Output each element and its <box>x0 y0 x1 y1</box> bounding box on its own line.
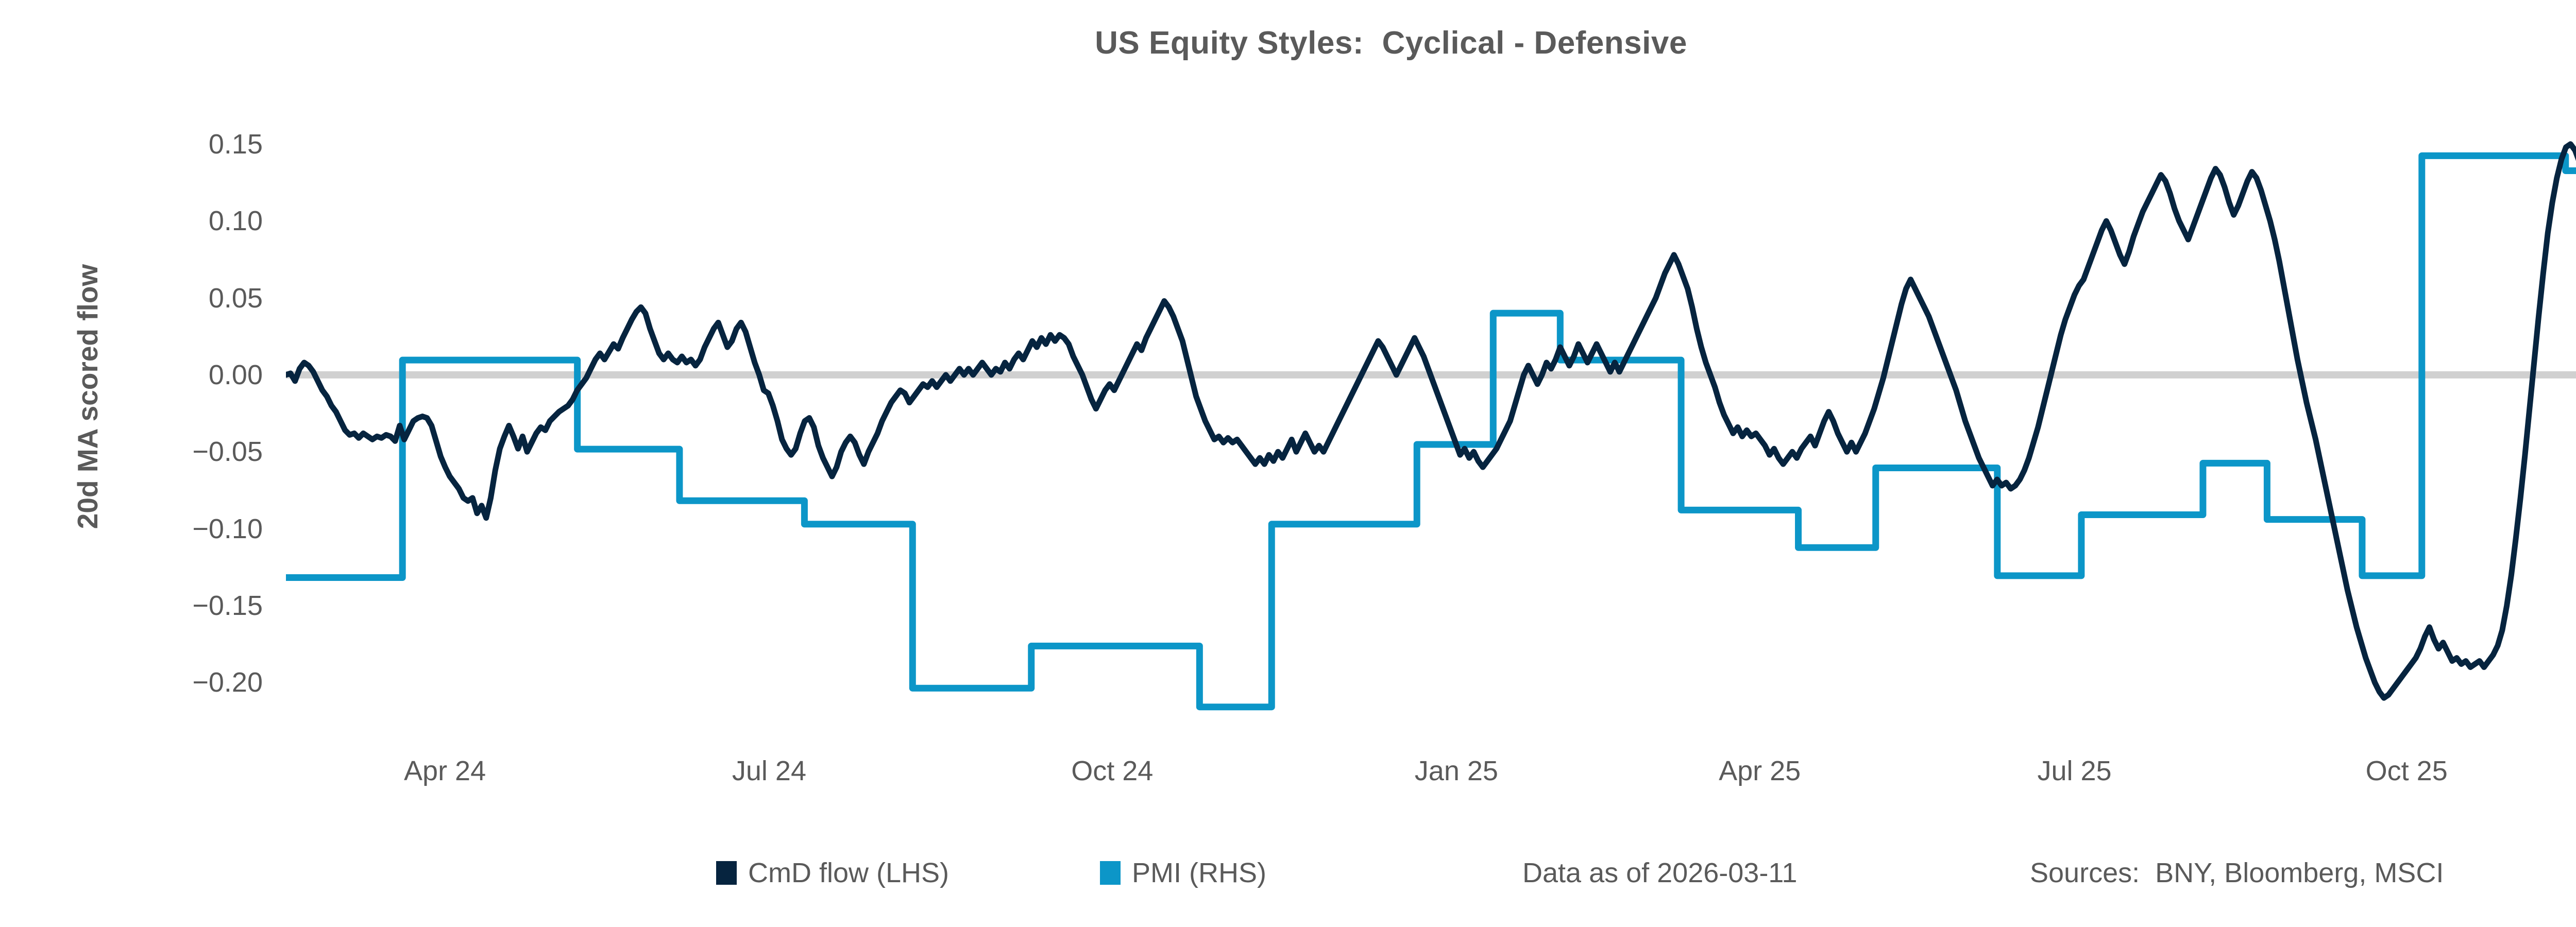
y-axis-ticks-left: 0.15 0.10 0.05 0.00 −0.05 −0.10 −0.15 −0.20 <box>0 0 263 927</box>
legend-item-cmd-flow[interactable]: CmD flow (LHS) <box>716 850 949 896</box>
legend-label-pmi: PMI (RHS) <box>1132 857 1266 888</box>
x-tick-label: Oct 25 <box>2365 756 2448 786</box>
legend-swatch-pmi <box>1100 861 1121 885</box>
series-canvas <box>286 141 2576 711</box>
y-tick-label-left: 0.15 <box>208 128 263 160</box>
y-tick-label-left: −0.10 <box>192 513 263 544</box>
x-tick-label: Jul 25 <box>2037 756 2112 786</box>
data-as-of-note: Data as of 2026-03-11 <box>1522 857 1798 888</box>
y-tick-label-left: 0.05 <box>208 282 263 314</box>
x-tick-label: Jul 24 <box>732 756 806 786</box>
y-tick-label-left: −0.05 <box>192 436 263 468</box>
x-tick-label: Apr 25 <box>1719 756 1801 786</box>
y-tick-label-left: −0.20 <box>192 667 263 698</box>
plot-area <box>286 121 2576 721</box>
y-tick-label-left: 0.10 <box>208 205 263 237</box>
pmi-series-line <box>286 152 2576 711</box>
chart-title: US Equity Styles: Cyclical - Defensive <box>1095 25 1687 61</box>
legend-item-pmi[interactable]: PMI (RHS) <box>1100 850 1266 896</box>
y-tick-label-left: −0.15 <box>192 590 263 621</box>
x-tick-label: Jan 25 <box>1414 756 1498 786</box>
x-tick-label: Apr 24 <box>404 756 486 786</box>
legend-label-cmd-flow: CmD flow (LHS) <box>748 857 950 888</box>
legend-swatch-cmd-flow <box>716 861 737 885</box>
y-tick-label-left: 0.00 <box>208 359 263 390</box>
sources-note: Sources: BNY, Bloomberg, MSCI <box>2030 857 2444 888</box>
cmd-flow-series-line <box>286 141 2576 701</box>
chart-footer: CmD flow (LHS) PMI (RHS) Data as of 2026… <box>0 850 2576 896</box>
x-tick-label: Oct 24 <box>1071 756 1154 786</box>
